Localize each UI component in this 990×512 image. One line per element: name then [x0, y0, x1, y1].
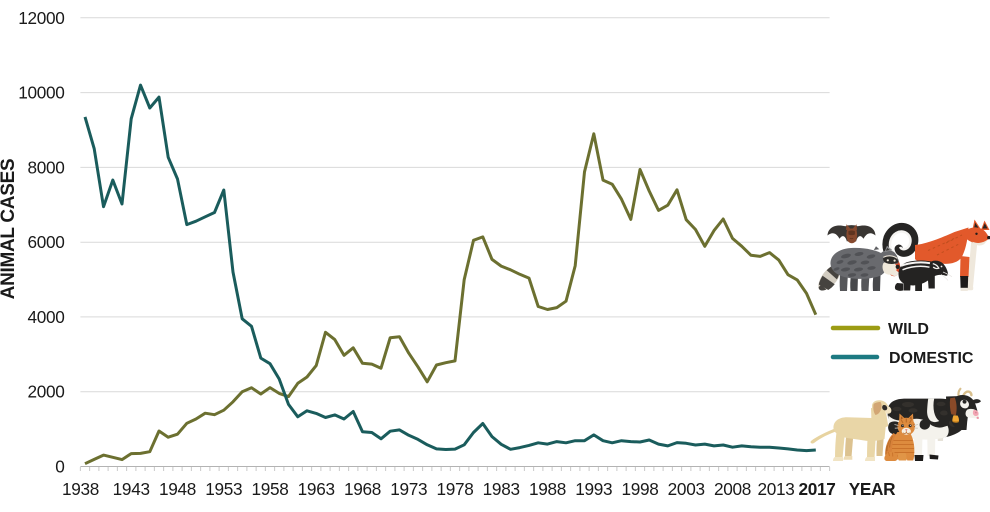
svg-text:8000: 8000 [27, 157, 64, 177]
svg-text:1998: 1998 [621, 479, 658, 499]
svg-text:2017: 2017 [798, 479, 835, 499]
svg-text:6000: 6000 [27, 232, 64, 252]
svg-text:10000: 10000 [18, 83, 64, 103]
svg-text:0: 0 [55, 457, 64, 477]
svg-text:2013: 2013 [757, 479, 794, 499]
svg-text:1953: 1953 [205, 479, 242, 499]
svg-text:1938: 1938 [62, 479, 99, 499]
svg-text:DOMESTIC: DOMESTIC [889, 350, 974, 367]
svg-text:1963: 1963 [298, 479, 335, 499]
svg-text:1988: 1988 [529, 479, 566, 499]
svg-text:1993: 1993 [575, 479, 612, 499]
svg-text:YEAR: YEAR [849, 479, 896, 499]
svg-text:2003: 2003 [668, 479, 705, 499]
svg-text:1943: 1943 [113, 479, 150, 499]
svg-text:2000: 2000 [27, 382, 64, 402]
svg-text:1948: 1948 [159, 479, 196, 499]
svg-text:1958: 1958 [251, 479, 288, 499]
svg-text:1973: 1973 [390, 479, 427, 499]
svg-text:4000: 4000 [27, 307, 64, 327]
svg-text:WILD: WILD [888, 321, 929, 338]
svg-text:1983: 1983 [483, 479, 520, 499]
svg-text:1968: 1968 [344, 479, 381, 499]
svg-text:1978: 1978 [436, 479, 473, 499]
svg-text:12000: 12000 [18, 8, 64, 28]
svg-text:2008: 2008 [714, 479, 751, 499]
svg-text:ANIMAL CASES: ANIMAL CASES [0, 159, 19, 300]
